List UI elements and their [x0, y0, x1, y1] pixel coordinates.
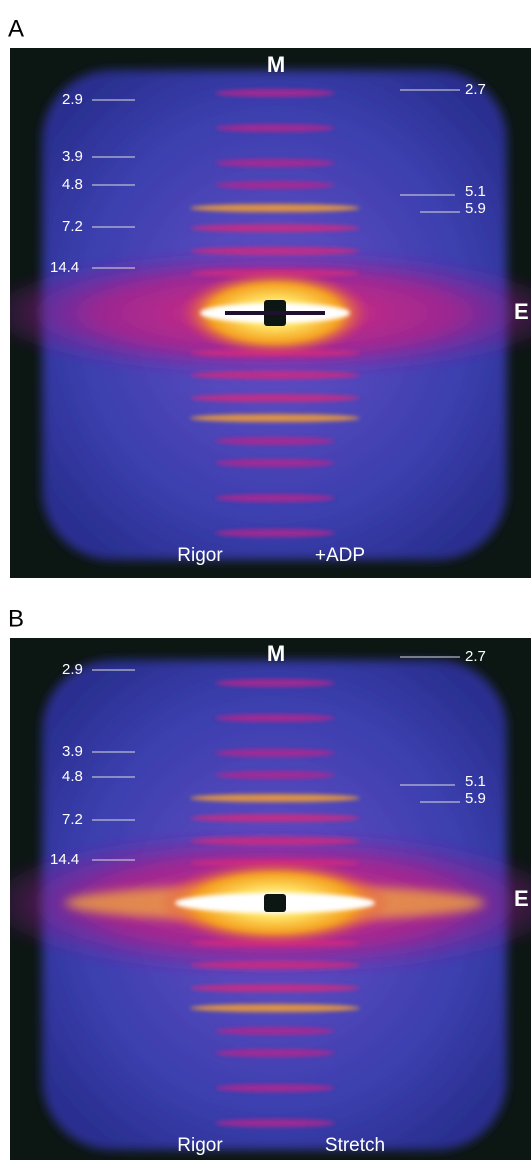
spacing-label: 3.9	[62, 743, 83, 760]
meridian-label: M	[267, 641, 285, 666]
layer-line	[215, 159, 335, 167]
condition-label: +ADP	[315, 545, 365, 566]
spacing-label: 5.9	[465, 200, 486, 217]
meridian-label: M	[267, 52, 285, 77]
diffraction-image	[0, 70, 531, 560]
layer-line	[190, 394, 360, 402]
layer-line	[190, 247, 360, 255]
layer-line	[190, 1004, 360, 1012]
layer-line	[215, 714, 335, 722]
layer-line	[190, 984, 360, 992]
spacing-label: 2.9	[62, 91, 83, 108]
layer-line	[215, 89, 335, 97]
spacing-label: 3.9	[62, 148, 83, 165]
equator-label: E	[514, 299, 529, 324]
spacing-label: 5.1	[465, 183, 486, 200]
diffraction-image	[0, 660, 531, 1150]
spacing-label: 7.2	[62, 811, 83, 828]
spacing-label: 5.1	[465, 773, 486, 790]
condition-label: Rigor	[177, 1135, 223, 1156]
layer-line	[190, 794, 360, 802]
spacing-label: 14.4	[50, 259, 79, 276]
layer-line	[215, 679, 335, 687]
spacing-label: 14.4	[50, 851, 79, 868]
spacing-label: 5.9	[465, 790, 486, 807]
spacing-label: 4.8	[62, 176, 83, 193]
layer-line	[190, 414, 360, 422]
layer-line	[215, 1084, 335, 1092]
layer-line	[215, 494, 335, 502]
spacing-label: 2.7	[465, 81, 486, 98]
layer-line	[215, 771, 335, 779]
layer-line	[215, 529, 335, 537]
beam-stop	[264, 894, 286, 912]
layer-line	[215, 749, 335, 757]
layer-line	[190, 837, 360, 845]
layer-line	[215, 1027, 335, 1035]
panel: B M E 2.9 3.9 4.8 7.2 14.4 2.7 5.15.9 Rigor Stretch	[0, 605, 531, 1160]
layer-line	[190, 961, 360, 969]
spacing-label: 2.7	[465, 648, 486, 665]
layer-line	[215, 124, 335, 132]
layer-line	[215, 1049, 335, 1057]
condition-label: Rigor	[177, 545, 223, 566]
figure: AME2.93.94.87.214.42.75.15.9Rigor+ADPBME…	[0, 0, 531, 1162]
panel-label: A	[8, 15, 24, 42]
layer-line	[190, 814, 360, 822]
layer-line	[190, 371, 360, 379]
layer-line	[215, 1119, 335, 1127]
beam-stop-arm	[225, 311, 325, 315]
layer-line	[215, 459, 335, 467]
condition-label: Stretch	[325, 1135, 385, 1156]
layer-line	[215, 437, 335, 445]
equator-label: E	[514, 886, 529, 911]
spacing-label: 2.9	[62, 661, 83, 678]
spacing-label: 4.8	[62, 768, 83, 785]
panel: A M E 2.9 3.9 4.8 7.2 14.4 2.7 5.15.9 Rigor +ADP	[0, 15, 531, 578]
layer-line	[215, 181, 335, 189]
layer-line	[190, 204, 360, 212]
spacing-label: 7.2	[62, 218, 83, 235]
panel-label: B	[8, 605, 24, 632]
layer-line	[190, 224, 360, 232]
